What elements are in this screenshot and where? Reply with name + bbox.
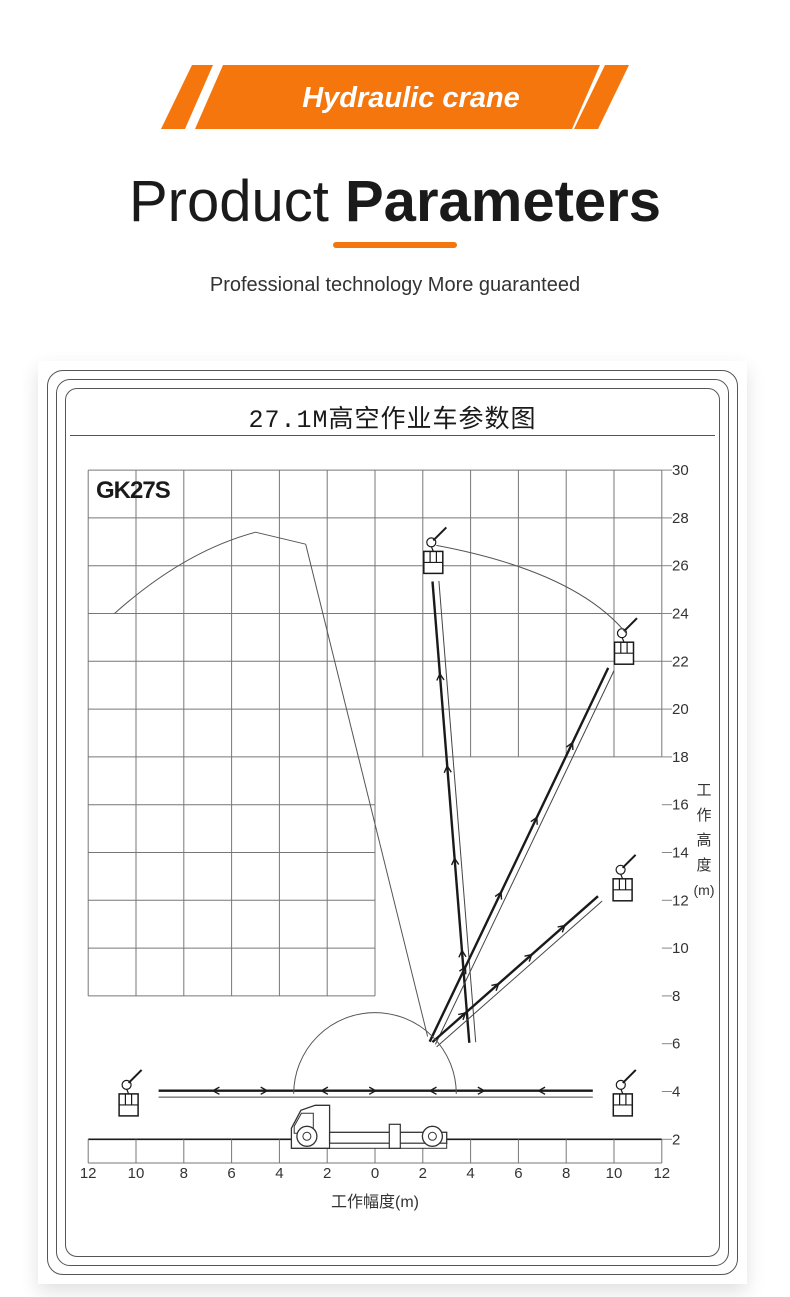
svg-text:2: 2: [323, 1165, 331, 1182]
svg-text:6: 6: [514, 1165, 522, 1182]
svg-text:24: 24: [672, 606, 689, 623]
svg-text:20: 20: [672, 701, 689, 718]
svg-text:8: 8: [672, 988, 680, 1005]
svg-text:10: 10: [672, 940, 689, 957]
svg-text:6: 6: [672, 1036, 680, 1053]
svg-text:(m): (m): [694, 882, 715, 898]
svg-text:作: 作: [696, 807, 711, 824]
svg-text:18: 18: [672, 749, 689, 766]
svg-text:2: 2: [419, 1165, 427, 1182]
svg-text:30: 30: [672, 462, 689, 479]
svg-text:工: 工: [696, 782, 711, 799]
svg-text:26: 26: [672, 558, 689, 575]
svg-text:8: 8: [562, 1165, 570, 1182]
svg-text:4: 4: [672, 1084, 680, 1101]
svg-text:0: 0: [371, 1165, 379, 1182]
svg-text:28: 28: [672, 510, 689, 527]
svg-text:12: 12: [653, 1165, 670, 1182]
svg-text:12: 12: [672, 892, 689, 909]
svg-text:高: 高: [696, 832, 711, 849]
svg-text:22: 22: [672, 653, 689, 670]
svg-text:14: 14: [672, 845, 689, 862]
svg-text:度: 度: [696, 857, 711, 874]
svg-text:2: 2: [672, 1131, 680, 1148]
svg-text:12: 12: [80, 1165, 97, 1182]
svg-text:16: 16: [672, 797, 689, 814]
svg-text:4: 4: [466, 1165, 474, 1182]
svg-text:4: 4: [275, 1165, 283, 1182]
svg-text:8: 8: [180, 1165, 188, 1182]
svg-text:10: 10: [606, 1165, 623, 1182]
svg-text:10: 10: [128, 1165, 145, 1182]
svg-text:工作幅度(m): 工作幅度(m): [331, 1193, 419, 1211]
svg-text:6: 6: [227, 1165, 235, 1182]
svg-text:GK27S: GK27S: [96, 477, 171, 504]
